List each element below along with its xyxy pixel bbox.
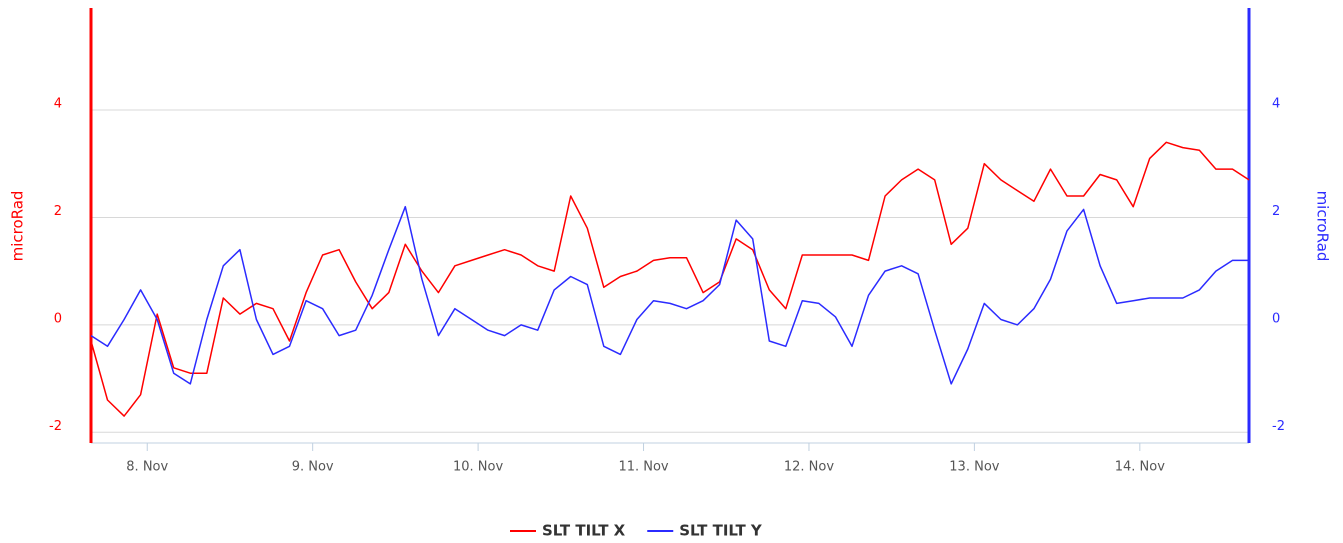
y-tick-label: 4 (54, 97, 62, 112)
series-line (90, 141, 1250, 417)
y2-tick-label: -2 (1272, 419, 1285, 434)
y-tick-label: -2 (49, 419, 62, 434)
x-tick-label: 13. Nov (949, 460, 999, 475)
series-line (90, 205, 1249, 385)
y-axis-label: microRad (9, 191, 27, 262)
y2-tick-label: 4 (1272, 97, 1280, 112)
y2-tick-label: 2 (1272, 204, 1280, 219)
y2-axis-label: microRad (1314, 191, 1332, 262)
x-tick-label: 8. Nov (126, 460, 168, 475)
y-tick-label: 2 (54, 204, 62, 219)
x-tick-label: 12. Nov (784, 460, 834, 475)
legend-label: SLT TILT Y (679, 522, 763, 540)
legend-label: SLT TILT X (542, 522, 626, 540)
y2-tick-label: 0 (1272, 311, 1280, 326)
y-tick-label: 0 (54, 311, 62, 326)
x-tick-label: 10. Nov (453, 460, 503, 475)
x-tick-label: 9. Nov (292, 460, 334, 475)
x-tick-label: 11. Nov (618, 460, 668, 475)
x-tick-label: 14. Nov (1115, 460, 1165, 475)
